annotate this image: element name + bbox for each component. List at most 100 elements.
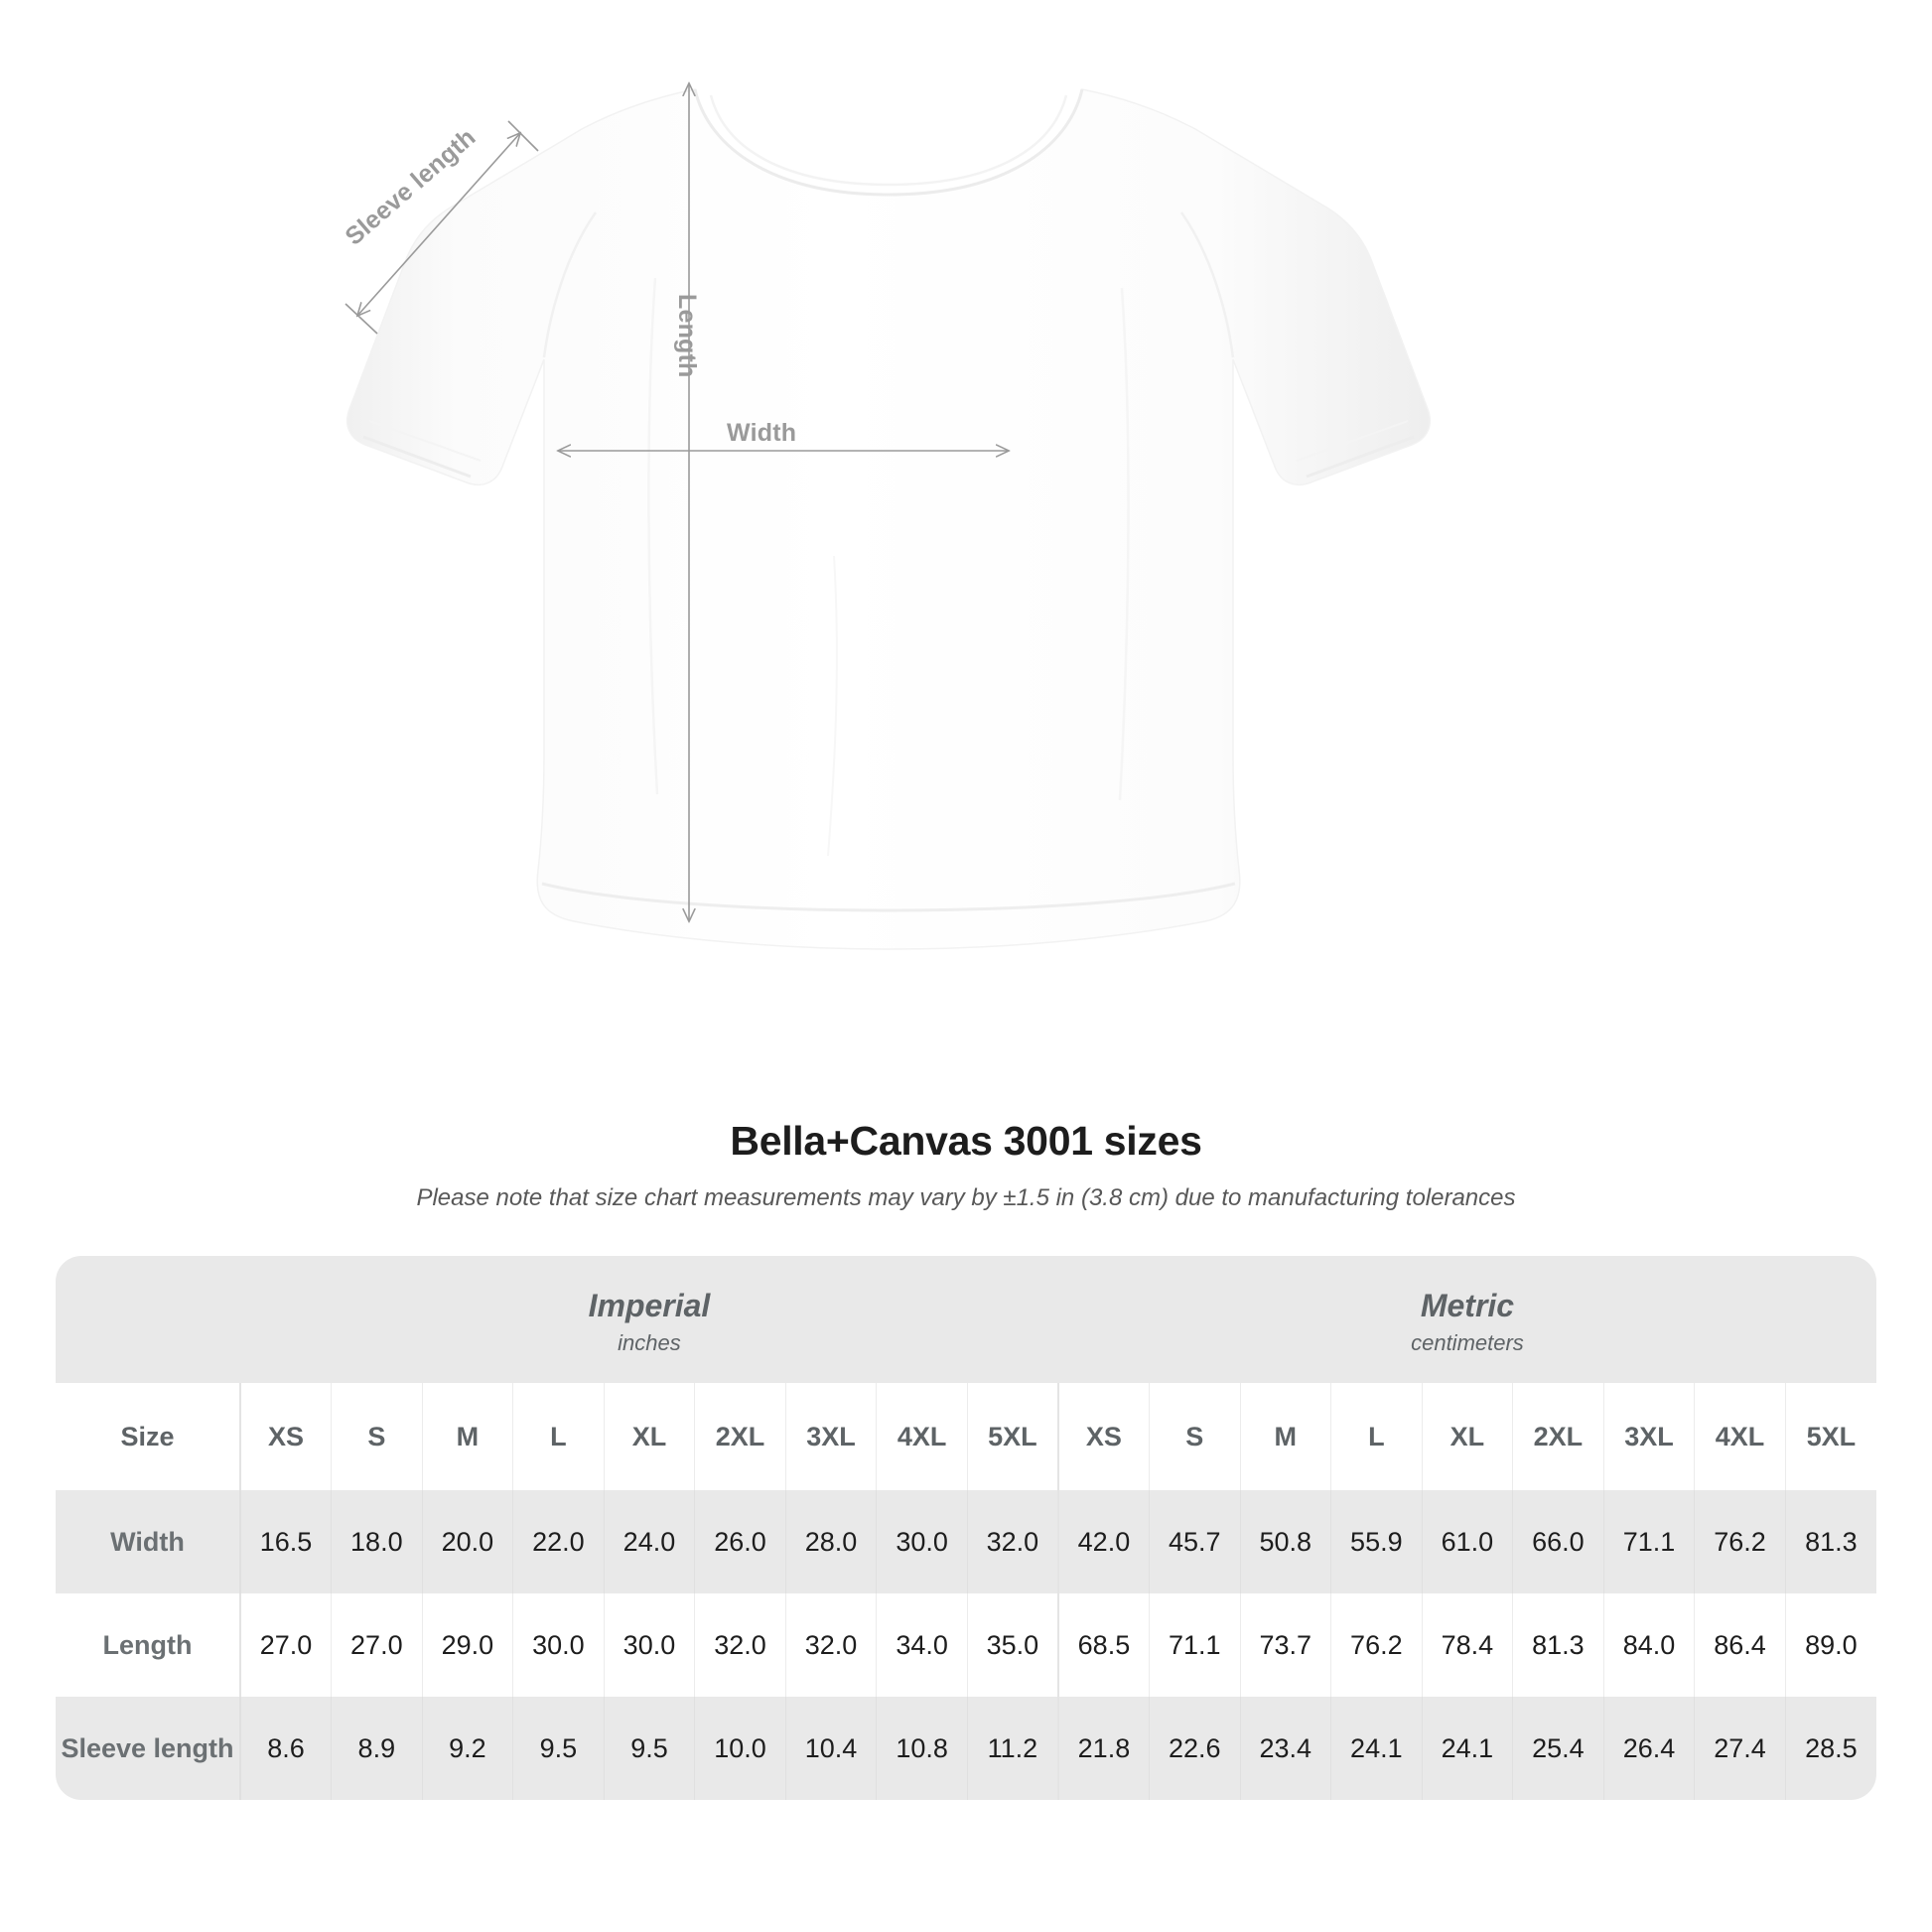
size-header-imperial-2xl: 2XL xyxy=(694,1383,786,1490)
size-header-metric-xs: XS xyxy=(1057,1383,1150,1490)
cell-width-metric-xl: 61.0 xyxy=(1422,1490,1514,1593)
row-label-width: Width xyxy=(56,1490,241,1593)
size-header-metric-2xl: 2XL xyxy=(1512,1383,1604,1490)
unit-subtitle: inches xyxy=(618,1329,681,1355)
cell-length-metric-m: 73.7 xyxy=(1240,1593,1332,1697)
unit-band-spacer xyxy=(56,1256,240,1383)
cell-length-imperial-5xl: 35.0 xyxy=(967,1593,1059,1697)
cell-length-metric-l: 76.2 xyxy=(1330,1593,1423,1697)
size-header-metric-m: M xyxy=(1240,1383,1332,1490)
size-header-imperial-s: S xyxy=(331,1383,423,1490)
cell-width-imperial-5xl: 32.0 xyxy=(967,1490,1059,1593)
unit-subtitle: centimeters xyxy=(1411,1329,1524,1355)
cell-width-metric-5xl: 81.3 xyxy=(1785,1490,1876,1593)
row-label-length: Length xyxy=(56,1593,241,1697)
cell-length-metric-5xl: 89.0 xyxy=(1785,1593,1876,1697)
cell-width-metric-xs: 42.0 xyxy=(1057,1490,1150,1593)
cell-sleeve-length-metric-s: 22.6 xyxy=(1149,1697,1241,1800)
unit-name: Imperial xyxy=(588,1287,711,1323)
cell-length-metric-3xl: 84.0 xyxy=(1603,1593,1696,1697)
table-row: Length 27.0 27.0 29.0 30.0 30.0 32.0 32.0 34.0 35… xyxy=(56,1593,1876,1697)
cell-length-metric-xs: 68.5 xyxy=(1057,1593,1150,1697)
shirt-body xyxy=(345,88,1432,950)
table-row: Width 16.5 18.0 20.0 22.0 24.0 26.0 28.0 30.0 32.… xyxy=(56,1490,1876,1593)
cell-sleeve-length-metric-4xl: 27.4 xyxy=(1694,1697,1786,1800)
cell-sleeve-length-metric-l: 24.1 xyxy=(1330,1697,1423,1800)
cell-width-imperial-s: 18.0 xyxy=(331,1490,423,1593)
size-header-imperial-l: L xyxy=(512,1383,605,1490)
cell-length-metric-s: 71.1 xyxy=(1149,1593,1241,1697)
unit-band-row: Imperial inches Metric centimeters xyxy=(56,1256,1876,1383)
width-label: Width xyxy=(727,419,797,447)
cell-width-metric-l: 55.9 xyxy=(1330,1490,1423,1593)
tolerance-note: Please note that size chart measurements… xyxy=(416,1184,1516,1211)
cell-sleeve-length-imperial-2xl: 10.0 xyxy=(694,1697,786,1800)
size-header-imperial-m: M xyxy=(422,1383,514,1490)
size-header-imperial-xs: XS xyxy=(240,1383,333,1490)
cell-width-imperial-m: 20.0 xyxy=(422,1490,514,1593)
size-header-metric-4xl: 4XL xyxy=(1694,1383,1786,1490)
page-title: Bella+Canvas 3001 sizes xyxy=(730,1118,1202,1164)
size-table-container: Imperial inches Metric centimeters Size XS S M L… xyxy=(56,1256,1876,1800)
cell-width-imperial-4xl: 30.0 xyxy=(876,1490,968,1593)
unit-header-imperial: Imperial inches xyxy=(240,1256,1058,1383)
cell-length-imperial-4xl: 34.0 xyxy=(876,1593,968,1697)
row-label-sleeve-length: Sleeve length xyxy=(56,1697,241,1800)
cell-sleeve-length-imperial-3xl: 10.4 xyxy=(785,1697,878,1800)
tshirt-measurement-diagram: Sleeve length Length Width xyxy=(340,0,1432,950)
cell-length-metric-4xl: 86.4 xyxy=(1694,1593,1786,1697)
cell-sleeve-length-imperial-m: 9.2 xyxy=(422,1697,514,1800)
cell-length-imperial-xl: 30.0 xyxy=(604,1593,696,1697)
cell-sleeve-length-metric-xl: 24.1 xyxy=(1422,1697,1514,1800)
cell-width-metric-s: 45.7 xyxy=(1149,1490,1241,1593)
size-header-imperial-3xl: 3XL xyxy=(785,1383,878,1490)
size-header-metric-5xl: 5XL xyxy=(1785,1383,1876,1490)
cell-sleeve-length-imperial-xs: 8.6 xyxy=(240,1697,333,1800)
size-header-row: Size XS S M L XL 2XL 3XL 4XL 5XL XS S M L XL 2XL 3XL 4XL 5… xyxy=(56,1383,1876,1490)
size-header-metric-s: S xyxy=(1149,1383,1241,1490)
cell-sleeve-length-imperial-4xl: 10.8 xyxy=(876,1697,968,1800)
size-column-label: Size xyxy=(56,1383,241,1490)
sleeve-length-dimension-arrow xyxy=(345,120,539,335)
cell-width-imperial-l: 22.0 xyxy=(512,1490,605,1593)
cell-length-imperial-m: 29.0 xyxy=(422,1593,514,1697)
length-label: Length xyxy=(673,294,701,378)
tshirt-illustration xyxy=(345,0,1432,950)
cell-sleeve-length-imperial-s: 8.9 xyxy=(331,1697,423,1800)
size-header-metric-l: L xyxy=(1330,1383,1423,1490)
cell-width-imperial-xs: 16.5 xyxy=(240,1490,333,1593)
size-header-imperial-xl: XL xyxy=(604,1383,696,1490)
cell-length-imperial-3xl: 32.0 xyxy=(785,1593,878,1697)
cell-sleeve-length-metric-m: 23.4 xyxy=(1240,1697,1332,1800)
cell-width-metric-4xl: 76.2 xyxy=(1694,1490,1786,1593)
cell-sleeve-length-metric-3xl: 26.4 xyxy=(1603,1697,1696,1800)
size-header-imperial-5xl: 5XL xyxy=(967,1383,1059,1490)
cell-sleeve-length-imperial-5xl: 11.2 xyxy=(967,1697,1059,1800)
table-row: Sleeve length 8.6 8.9 9.2 9.5 9.5 10.0 10.4 10.8… xyxy=(56,1697,1876,1800)
cell-sleeve-length-metric-2xl: 25.4 xyxy=(1512,1697,1604,1800)
size-table: Imperial inches Metric centimeters Size XS S M L… xyxy=(56,1256,1876,1800)
size-header-metric-xl: XL xyxy=(1422,1383,1514,1490)
cell-width-metric-m: 50.8 xyxy=(1240,1490,1332,1593)
cell-length-imperial-2xl: 32.0 xyxy=(694,1593,786,1697)
cell-sleeve-length-imperial-l: 9.5 xyxy=(512,1697,605,1800)
unit-name: Metric xyxy=(1420,1287,1515,1323)
cell-width-metric-3xl: 71.1 xyxy=(1603,1490,1696,1593)
cell-width-metric-2xl: 66.0 xyxy=(1512,1490,1604,1593)
cell-width-imperial-xl: 24.0 xyxy=(604,1490,696,1593)
unit-header-metric: Metric centimeters xyxy=(1057,1256,1876,1383)
cell-length-metric-2xl: 81.3 xyxy=(1512,1593,1604,1697)
cell-sleeve-length-metric-xs: 21.8 xyxy=(1057,1697,1150,1800)
cell-width-imperial-2xl: 26.0 xyxy=(694,1490,786,1593)
chart-heading-block: Bella+Canvas 3001 sizes Please note that… xyxy=(0,1112,1932,1212)
cell-length-imperial-s: 27.0 xyxy=(331,1593,423,1697)
cell-length-imperial-l: 30.0 xyxy=(512,1593,605,1697)
cell-sleeve-length-metric-5xl: 28.5 xyxy=(1785,1697,1876,1800)
cell-sleeve-length-imperial-xl: 9.5 xyxy=(604,1697,696,1800)
size-header-metric-3xl: 3XL xyxy=(1603,1383,1696,1490)
cell-length-metric-xl: 78.4 xyxy=(1422,1593,1514,1697)
cell-length-imperial-xs: 27.0 xyxy=(240,1593,333,1697)
cell-width-imperial-3xl: 28.0 xyxy=(785,1490,878,1593)
size-header-imperial-4xl: 4XL xyxy=(876,1383,968,1490)
